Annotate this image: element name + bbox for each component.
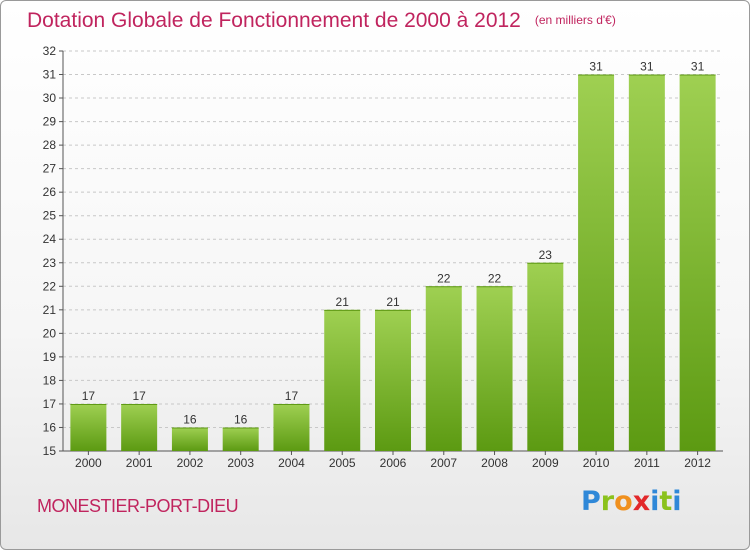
value-label: 21: [336, 295, 350, 309]
y-tick-label: 26: [43, 185, 57, 199]
x-tick-label: 2001: [126, 456, 153, 470]
x-tick-label: 2006: [380, 456, 407, 470]
y-tick-label: 32: [43, 44, 57, 58]
y-tick-label: 30: [43, 91, 57, 105]
y-tick-label: 28: [43, 138, 57, 152]
x-tick-label: 2011: [634, 456, 660, 470]
value-label: 22: [488, 271, 502, 285]
bar: [70, 403, 107, 451]
bar: [171, 427, 208, 451]
y-tick-label: 25: [43, 209, 57, 223]
logo-letter: x: [632, 486, 651, 517]
bar: [476, 286, 513, 451]
logo-letter: i: [672, 486, 682, 517]
y-tick-label: 18: [43, 373, 57, 387]
value-label: 31: [691, 60, 705, 74]
logo-letter: i: [650, 486, 660, 517]
commune-name: MONESTIER-PORT-DIEU: [37, 496, 239, 516]
x-tick-label: 2012: [684, 456, 711, 470]
unit-label: (en milliers d'€): [534, 13, 616, 27]
y-tick-label: 15: [43, 444, 57, 458]
value-label: 31: [640, 60, 654, 74]
bar: [679, 74, 716, 451]
y-tick-label: 27: [43, 162, 57, 176]
value-label: 22: [437, 271, 451, 285]
value-labels: 17 2000 17 2001 16 2002 16 2003 17 2004 21 2005 21 20…: [75, 60, 711, 470]
logo-letter: t: [659, 486, 673, 517]
value-label: 17: [285, 389, 299, 403]
x-tick-label: 2002: [177, 456, 204, 470]
value-label: 16: [183, 412, 197, 426]
value-label: 17: [132, 389, 146, 403]
bar: [222, 427, 259, 451]
y-tick-label: 16: [43, 420, 57, 434]
x-tick-label: 2004: [278, 456, 305, 470]
y-tick-label: 19: [43, 350, 57, 364]
value-label: 17: [82, 389, 96, 403]
logo-letter: r: [600, 486, 615, 517]
y-tick-label: 31: [43, 68, 57, 82]
value-label: 16: [234, 412, 248, 426]
y-tick-label: 29: [43, 115, 57, 129]
value-label: 21: [386, 295, 400, 309]
bar: [273, 403, 310, 451]
bar: [628, 74, 665, 451]
value-label: 23: [539, 248, 553, 262]
proxiti-logo: Proxiti: [581, 486, 682, 517]
bars: [70, 74, 716, 451]
logo-letter: o: [614, 486, 633, 517]
logo-letter: P: [581, 486, 601, 517]
x-tick-label: 2010: [583, 456, 610, 470]
y-tick-label: 21: [43, 303, 57, 317]
y-tick-label: 23: [43, 256, 57, 270]
x-tick-label: 2007: [430, 456, 457, 470]
bar: [527, 262, 564, 451]
x-tick-label: 2009: [532, 456, 559, 470]
x-tick-label: 2003: [227, 456, 254, 470]
x-tick-label: 2005: [329, 456, 356, 470]
chart-title: Dotation Globale de Fonctionnement de 20…: [27, 9, 616, 33]
value-label: 31: [589, 60, 603, 74]
x-tick-label: 2000: [75, 456, 102, 470]
y-tick-label: 24: [43, 232, 57, 246]
y-tick-label: 22: [43, 279, 57, 293]
bar: [121, 403, 158, 451]
y-tick-label: 20: [43, 326, 57, 340]
bar: [578, 74, 615, 451]
x-tick-label: 2008: [481, 456, 508, 470]
bar: [425, 286, 462, 451]
y-tick-label: 17: [43, 397, 57, 411]
bar: [324, 309, 361, 451]
bar: [375, 309, 411, 451]
title-text: Dotation Globale de Fonctionnement de 20…: [27, 9, 521, 32]
